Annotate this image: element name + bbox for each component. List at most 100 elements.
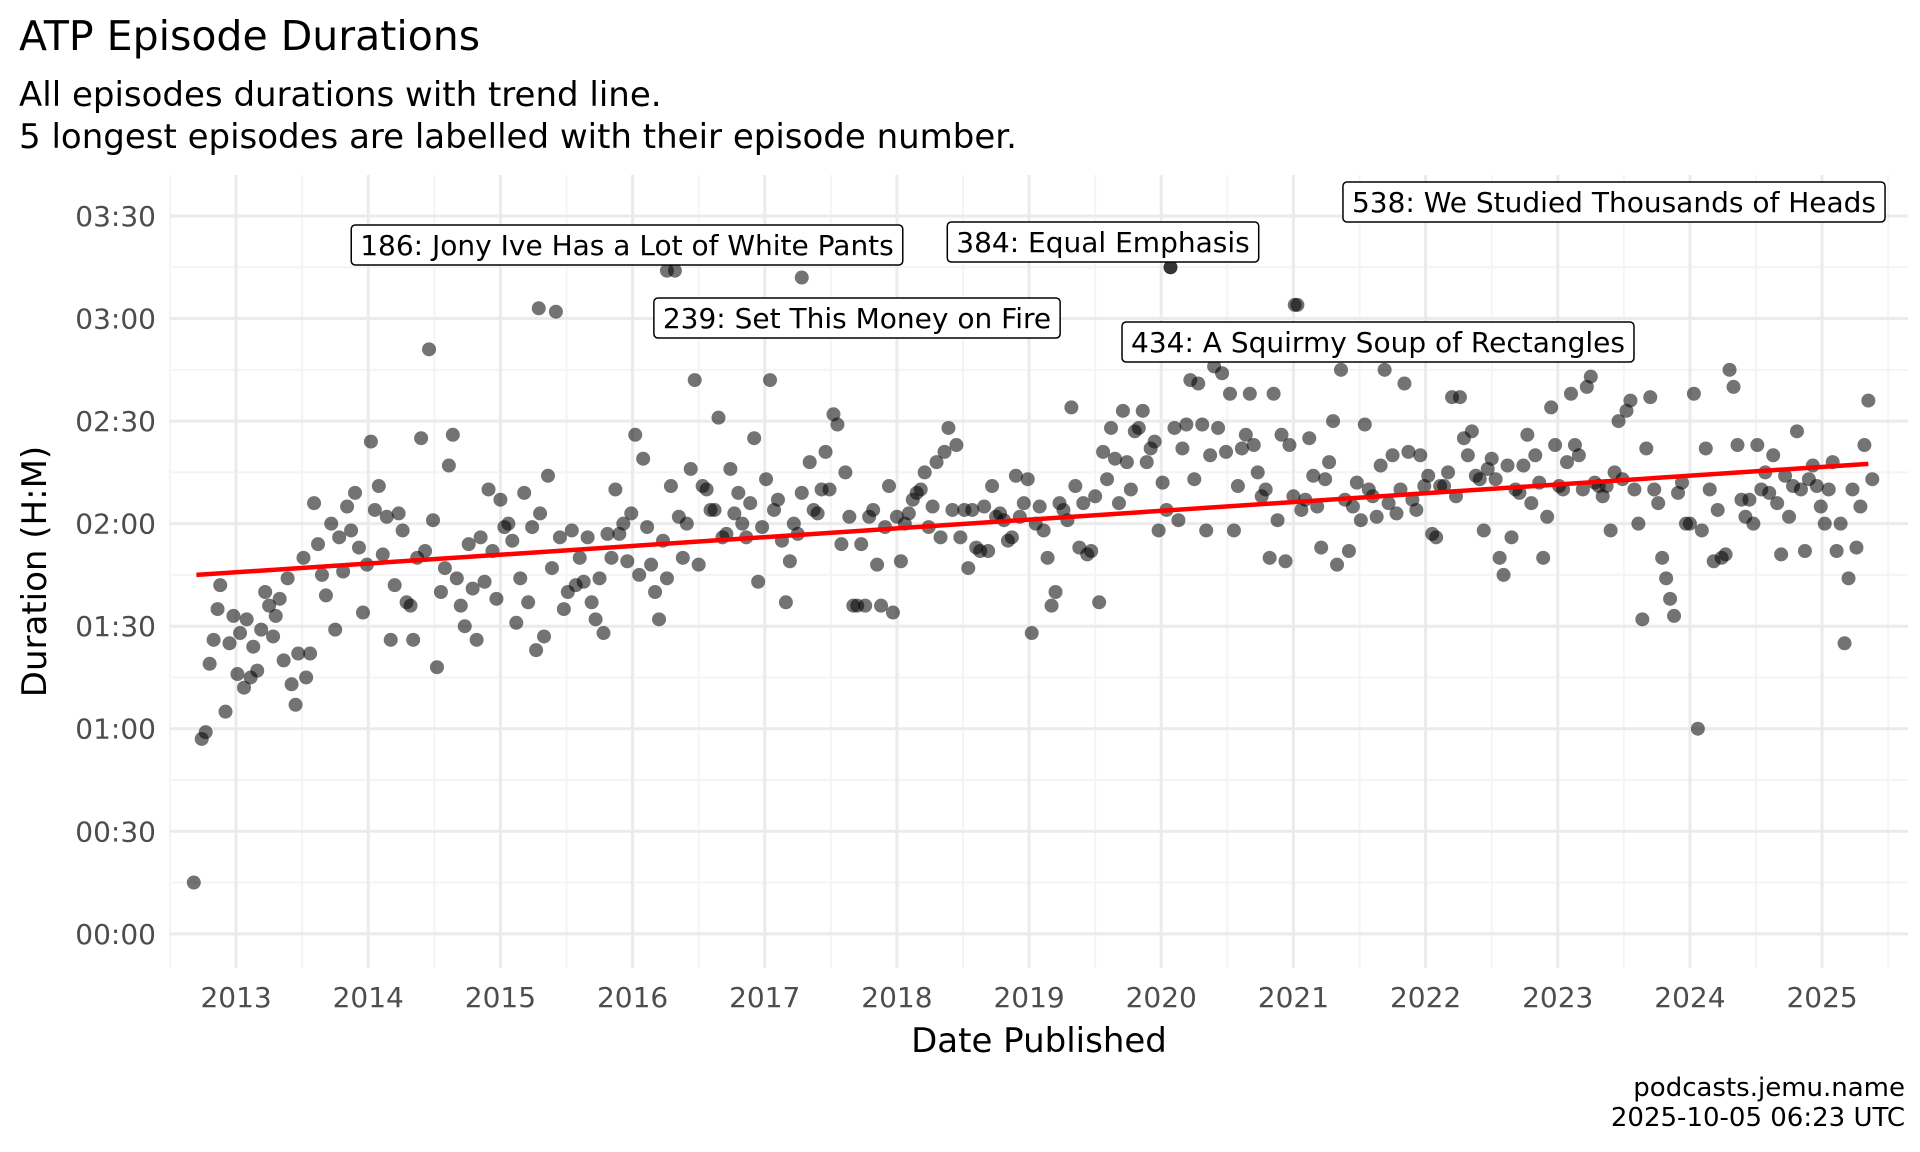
episode-point: [1270, 513, 1285, 528]
episode-point: [1821, 482, 1836, 497]
episode-point: [763, 373, 778, 388]
episode-point: [755, 520, 770, 535]
x-tick-label: 2019: [993, 981, 1064, 1014]
episode-point: [1762, 485, 1777, 500]
episode-point: [1667, 608, 1682, 623]
episode-point: [387, 578, 402, 593]
episode-label-box: [1121, 321, 1635, 363]
x-tick-label: 2015: [465, 981, 536, 1014]
episode-point: [1504, 530, 1519, 545]
episode-point: [913, 482, 928, 497]
episode-point: [965, 502, 980, 517]
episode-point: [679, 516, 694, 531]
caption-timestamp: 2025-10-05 06:23 UTC: [1610, 1103, 1905, 1133]
episode-point: [1833, 516, 1848, 531]
episode-point: [1373, 458, 1388, 473]
episode-point: [1397, 376, 1412, 391]
episode-point: [751, 574, 766, 589]
episode-point: [517, 485, 532, 500]
episode-point: [866, 502, 881, 517]
episode-point: [288, 697, 303, 712]
episode-point: [222, 636, 237, 651]
episode-point: [371, 479, 386, 494]
episode-point: [1155, 475, 1170, 490]
episode-point: [1219, 444, 1234, 459]
episode-point: [1853, 499, 1868, 514]
episode-point: [291, 646, 306, 661]
episode-point: [608, 482, 623, 497]
episode-point: [1215, 366, 1230, 381]
episode-point: [981, 543, 996, 558]
episode-point: [355, 605, 370, 620]
episode-point: [1314, 540, 1329, 555]
episode-point: [1631, 516, 1646, 531]
x-tick-label: 2016: [597, 981, 668, 1014]
episode-point: [858, 598, 873, 613]
episode-point: [556, 602, 571, 617]
episode-point: [493, 492, 508, 507]
episode-point: [1306, 468, 1321, 483]
episode-point: [1571, 448, 1586, 463]
episode-point: [1742, 492, 1757, 507]
episode-point: [1088, 489, 1103, 504]
x-tick-label: 2022: [1390, 981, 1461, 1014]
episode-point: [1746, 516, 1761, 531]
episode-point: [778, 595, 793, 610]
episode-point: [1032, 499, 1047, 514]
episode-point: [1135, 403, 1150, 418]
episode-point: [1389, 506, 1404, 521]
episode-point: [1048, 585, 1063, 600]
subtitle-line-2: 5 longest episodes are labelled with the…: [19, 117, 1017, 157]
episode-point: [1520, 427, 1535, 442]
x-tick-label: 2020: [1126, 981, 1197, 1014]
episode-point: [1476, 523, 1491, 538]
episode-point: [1119, 455, 1134, 470]
episode-point: [1560, 455, 1575, 470]
episode-point: [1861, 393, 1876, 408]
episode-point: [403, 598, 418, 613]
episode-point: [344, 523, 359, 538]
episode-point: [489, 591, 504, 606]
episode-point: [1611, 414, 1626, 429]
episode-point: [818, 444, 833, 459]
episode-point: [1817, 516, 1832, 531]
episode-point: [1242, 386, 1257, 401]
episode-label-text: 538: We Studied Thousands of Heads: [1352, 186, 1876, 219]
episode-point: [937, 444, 952, 459]
episode-point: [628, 427, 643, 442]
episode-point: [663, 479, 678, 494]
episode-point: [838, 465, 853, 480]
episode-point: [1211, 420, 1226, 435]
episode-point: [509, 615, 524, 630]
episode-point: [1865, 472, 1880, 487]
episode-point: [588, 612, 603, 627]
x-tick-label: 2017: [729, 981, 800, 1014]
episode-point: [426, 513, 441, 528]
chart-caption: podcasts.jemu.name 2025-10-05 06:23 UTC: [1611, 1073, 1905, 1133]
episode-point: [1659, 571, 1674, 586]
episode-point: [1131, 420, 1146, 435]
episode-point: [743, 496, 758, 511]
episode-point: [691, 557, 706, 572]
episode-point: [1199, 523, 1214, 538]
episode-point: [834, 537, 849, 552]
x-tick-label: 2025: [1786, 981, 1857, 1014]
episode-point: [1171, 513, 1186, 528]
episode-point: [1793, 482, 1808, 497]
episode-point: [1726, 379, 1741, 394]
episode-point: [854, 537, 869, 552]
episode-point: [505, 533, 520, 548]
episode-point: [1330, 557, 1345, 572]
episode-point: [1603, 523, 1618, 538]
episode-point: [1123, 482, 1138, 497]
episode-point: [1643, 390, 1658, 405]
episode-point: [437, 561, 452, 576]
episode-point: [1250, 465, 1265, 480]
episode-point: [584, 595, 599, 610]
episode-point: [794, 270, 809, 285]
y-tick-label: 02:00: [75, 508, 156, 541]
episode-point: [1377, 362, 1392, 377]
episode-point: [1766, 448, 1781, 463]
episode-point: [822, 482, 837, 497]
episode-point: [477, 574, 492, 589]
